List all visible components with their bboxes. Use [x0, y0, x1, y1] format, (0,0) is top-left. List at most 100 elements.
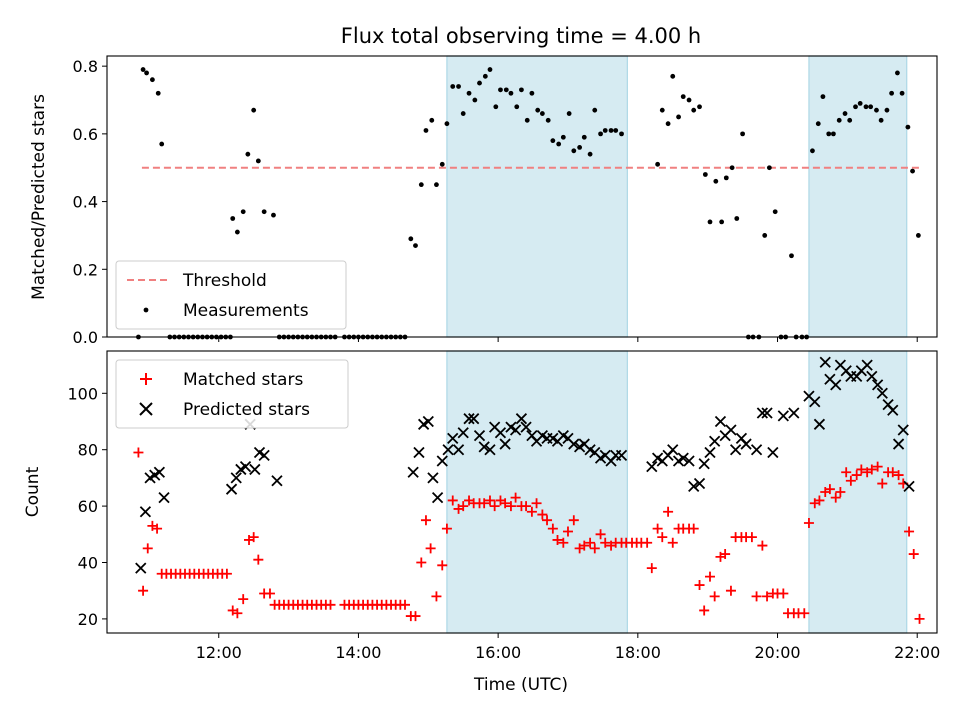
y-tick-label: 0.2	[73, 260, 98, 279]
data-point	[509, 424, 522, 436]
data-point	[230, 472, 242, 484]
data-point	[153, 466, 166, 478]
data-point	[531, 498, 542, 509]
data-point	[767, 446, 779, 459]
data-point	[887, 404, 899, 416]
data-point	[587, 151, 593, 157]
data-point	[820, 94, 826, 100]
shaded-interval	[446, 350, 628, 634]
bottom-y-axis-label: Count	[23, 466, 43, 517]
data-point	[458, 501, 469, 512]
data-point	[863, 104, 869, 110]
data-point	[814, 495, 825, 506]
data-point	[230, 216, 236, 221]
data-point	[526, 506, 537, 517]
data-point	[568, 515, 579, 526]
data-point	[261, 209, 267, 215]
data-point	[826, 131, 832, 137]
data-point	[857, 100, 863, 106]
data-point	[510, 492, 521, 503]
bottom-panel: 20 40 60 80 100 12:00 14:00 16:00 18:00 20:00 22:0…	[67, 350, 940, 662]
data-point	[585, 537, 596, 548]
data-point	[866, 464, 877, 475]
data-point	[914, 613, 925, 624]
data-point	[494, 427, 507, 439]
data-point	[734, 216, 740, 221]
data-point	[652, 523, 663, 534]
shaded-interval	[446, 55, 628, 338]
data-point	[713, 178, 719, 184]
data-point	[138, 585, 149, 596]
data-point	[258, 449, 270, 461]
data-point	[447, 495, 458, 506]
data-point	[439, 161, 445, 167]
data-point	[500, 498, 511, 509]
data-point	[158, 492, 170, 504]
data-point	[619, 131, 624, 137]
data-point	[152, 523, 163, 534]
data-point	[740, 131, 745, 137]
data-point	[697, 104, 702, 110]
data-point	[240, 209, 246, 215]
data-point	[545, 117, 551, 123]
y-tick-label: 0.0	[73, 328, 98, 347]
data-point	[598, 131, 603, 137]
data-point	[824, 484, 835, 495]
data-point	[694, 580, 705, 591]
y-tick-label: 100	[67, 384, 98, 403]
data-point	[489, 501, 500, 512]
data-point	[447, 432, 459, 445]
data-point	[436, 455, 448, 467]
data-point	[642, 537, 653, 548]
data-point	[746, 532, 757, 543]
data-point	[477, 80, 482, 86]
data-point	[452, 444, 465, 456]
data-point	[646, 563, 657, 574]
data-point	[420, 515, 431, 526]
data-point	[155, 90, 161, 96]
data-point	[861, 359, 873, 371]
data-point	[225, 483, 238, 495]
data-point	[413, 243, 418, 248]
data-point	[498, 87, 503, 93]
data-point	[665, 121, 671, 127]
data-point	[856, 464, 867, 475]
data-point	[558, 537, 569, 548]
data-point	[508, 90, 514, 96]
data-point	[425, 543, 436, 554]
data-point	[589, 543, 600, 554]
data-point	[592, 107, 598, 113]
data-point	[705, 571, 716, 582]
data-point	[841, 467, 852, 478]
data-point	[468, 413, 480, 425]
axes-frame	[106, 55, 938, 338]
x-tick-label: 12:00	[196, 643, 242, 662]
data-point	[493, 104, 499, 110]
data-point	[505, 501, 516, 512]
data-point	[725, 424, 737, 436]
data-point	[515, 413, 528, 425]
data-point	[537, 509, 548, 520]
data-point	[514, 104, 520, 110]
data-point	[868, 104, 874, 110]
data-point	[830, 492, 841, 503]
data-point	[789, 253, 794, 259]
data-point	[484, 495, 495, 506]
data-point	[271, 475, 283, 487]
data-point	[472, 97, 478, 103]
data-point	[809, 396, 821, 408]
data-point	[135, 562, 147, 574]
data-point	[140, 67, 146, 72]
data-point	[427, 472, 439, 484]
data-point	[889, 90, 895, 96]
data-point	[853, 104, 858, 110]
data-point	[667, 444, 679, 456]
data-point	[892, 438, 905, 450]
data-point	[788, 407, 800, 419]
legend-swatch	[143, 307, 149, 313]
legend-label: Matched stars	[183, 370, 303, 390]
data-point	[251, 107, 257, 113]
data-point	[484, 444, 496, 456]
data-point	[815, 121, 821, 127]
data-point	[503, 87, 509, 93]
